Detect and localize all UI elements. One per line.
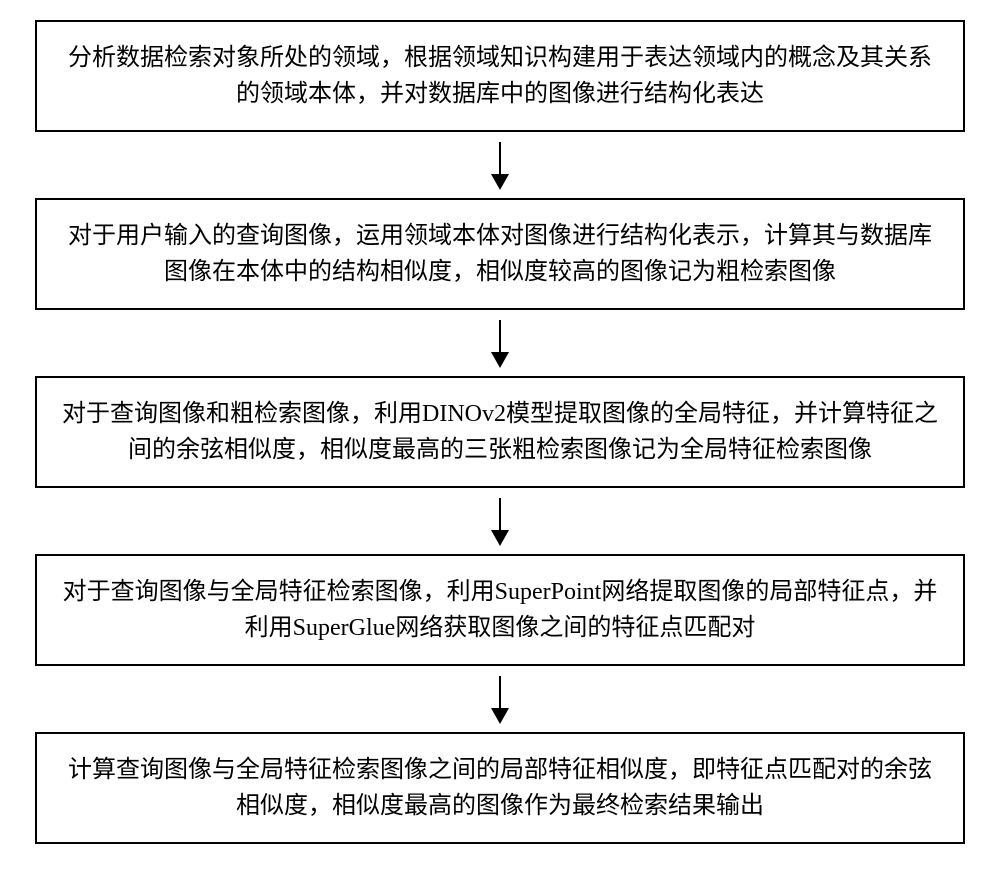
down-arrow-icon	[499, 142, 502, 188]
step-text: 分析数据检索对象所处的领域，根据领域知识构建用于表达领域内的概念及其关系的领域本…	[61, 40, 939, 112]
arrow-1	[499, 132, 502, 198]
down-arrow-icon	[499, 676, 502, 722]
arrow-4	[499, 666, 502, 732]
step-text: 对于查询图像和粗检索图像，利用DINOv2模型提取图像的全局特征，并计算特征之间…	[61, 396, 939, 468]
down-arrow-icon	[499, 498, 502, 544]
flowchart-step-2: 对于用户输入的查询图像，运用领域本体对图像进行结构化表示，计算其与数据库图像在本…	[35, 198, 965, 310]
arrow-3	[499, 488, 502, 554]
arrow-2	[499, 310, 502, 376]
step-text: 计算查询图像与全局特征检索图像之间的局部特征相似度，即特征点匹配对的余弦相似度，…	[61, 752, 939, 824]
flowchart-step-3: 对于查询图像和粗检索图像，利用DINOv2模型提取图像的全局特征，并计算特征之间…	[35, 376, 965, 488]
flowchart-step-5: 计算查询图像与全局特征检索图像之间的局部特征相似度，即特征点匹配对的余弦相似度，…	[35, 732, 965, 844]
down-arrow-icon	[499, 320, 502, 366]
flowchart-step-1: 分析数据检索对象所处的领域，根据领域知识构建用于表达领域内的概念及其关系的领域本…	[35, 20, 965, 132]
flowchart-step-4: 对于查询图像与全局特征检索图像，利用SuperPoint网络提取图像的局部特征点…	[35, 554, 965, 666]
step-text: 对于查询图像与全局特征检索图像，利用SuperPoint网络提取图像的局部特征点…	[61, 574, 939, 646]
step-text: 对于用户输入的查询图像，运用领域本体对图像进行结构化表示，计算其与数据库图像在本…	[61, 218, 939, 290]
